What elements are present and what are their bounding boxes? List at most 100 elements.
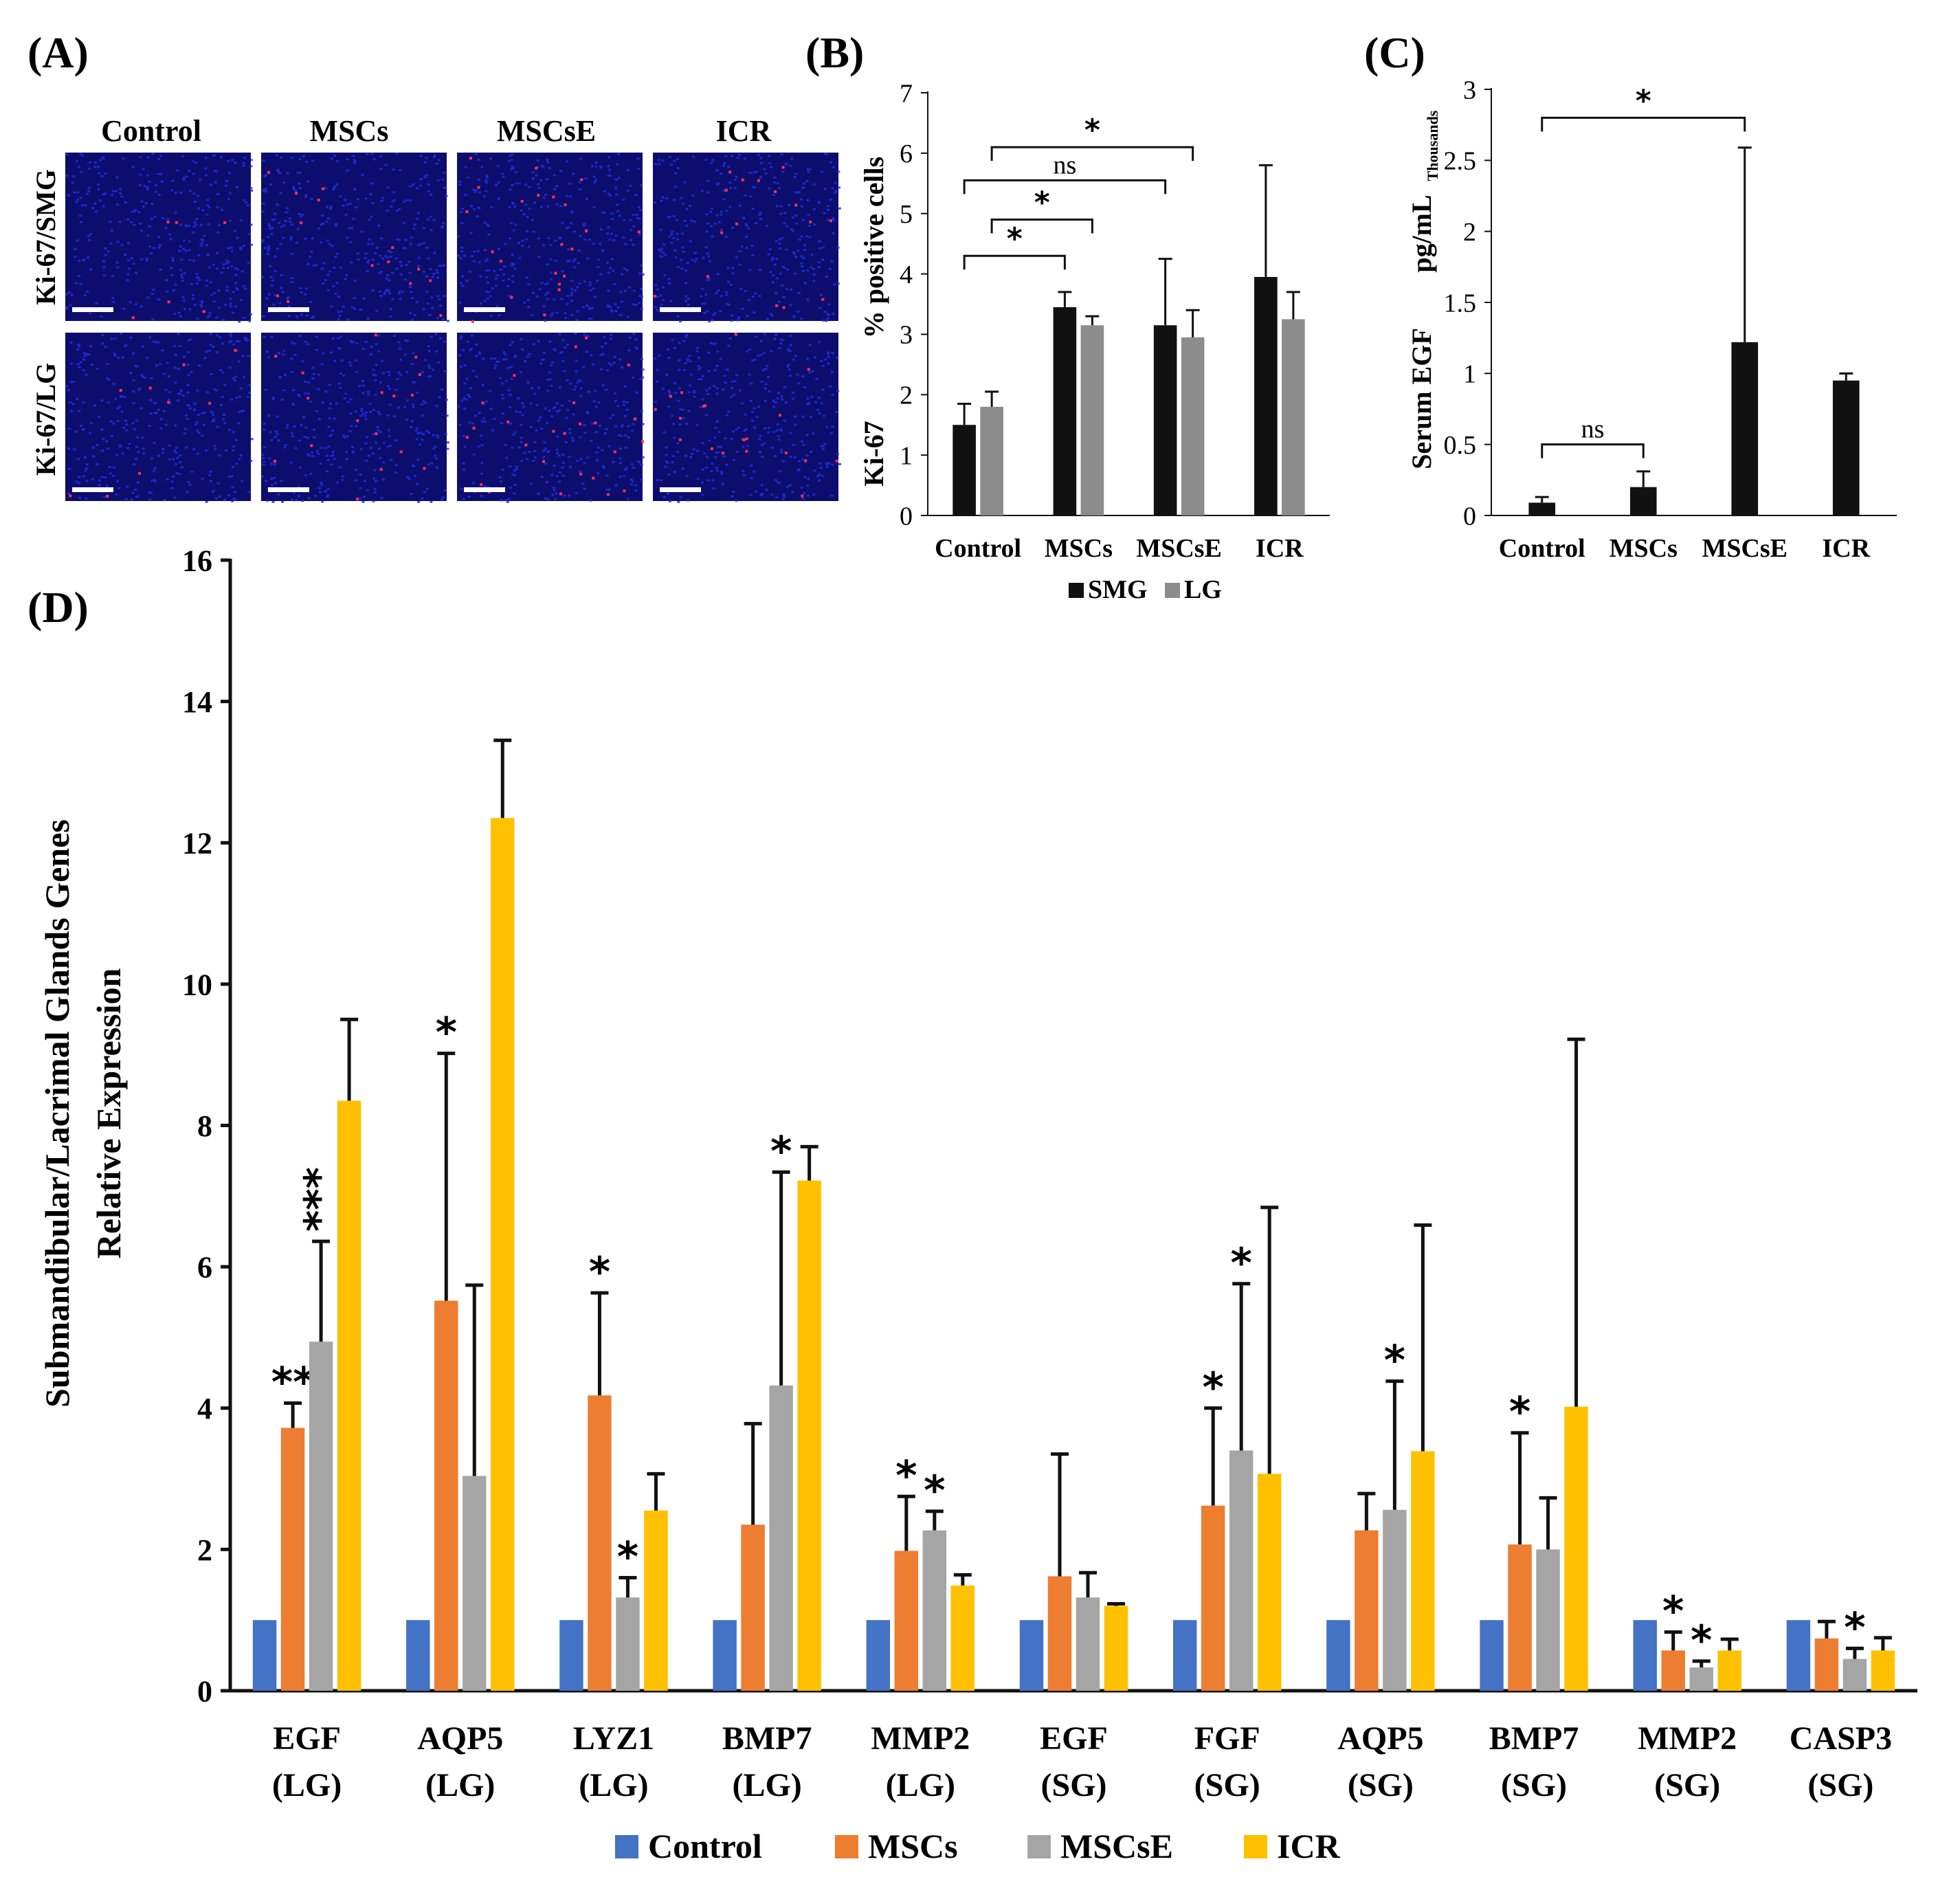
micrograph-column-title: Control	[101, 114, 201, 148]
d-significance-mark: *	[1230, 1239, 1251, 1287]
d-x-category-label: MMP2	[871, 1720, 970, 1757]
b-y-tick-label: 5	[900, 200, 913, 229]
d-bar	[463, 1476, 487, 1691]
d-significance-mark: *	[1202, 1364, 1223, 1412]
d-bar	[741, 1524, 765, 1691]
c-y-tick-label: 0.5	[1444, 431, 1477, 460]
b-bar	[1053, 307, 1077, 515]
c-y-tick-label: 3	[1463, 76, 1476, 104]
micrograph-column-title: ICR	[716, 114, 772, 148]
d-y-axis-label: Relative Expression	[89, 968, 128, 1258]
micrograph-background	[457, 333, 643, 501]
b-significance-label: *	[1084, 113, 1100, 148]
micrograph-scale-bar	[660, 487, 701, 492]
micrograph-row-title: Ki-67/SMG	[30, 169, 61, 305]
micrograph-scale-bar	[268, 307, 309, 312]
d-x-category-label: (SG)	[1194, 1767, 1260, 1803]
d-bar	[1326, 1620, 1350, 1691]
d-bar	[1047, 1576, 1072, 1691]
d-bar	[1229, 1450, 1254, 1691]
micrograph-background	[261, 333, 447, 501]
micrograph-scale-bar	[268, 487, 309, 492]
d-bar	[1717, 1650, 1741, 1691]
d-significance-mark: *	[1384, 1337, 1405, 1385]
d-significance-mark: *	[1509, 1388, 1530, 1436]
d-y-tick-label: 14	[182, 685, 212, 719]
d-x-category-label: LYZ1	[573, 1720, 654, 1757]
d-legend-label-mscse: MSCsE	[1060, 1827, 1173, 1865]
b-significance-bracket	[990, 146, 1194, 162]
d-x-category-label: (SG)	[1501, 1767, 1567, 1803]
b-significance-label: *	[1007, 221, 1023, 256]
d-legend-label-mscs: MSCs	[868, 1827, 958, 1865]
d-x-category-label: AQP5	[1337, 1720, 1423, 1757]
d-x-category-label: (SG)	[1807, 1767, 1873, 1803]
micrograph-scale-bar	[464, 307, 505, 312]
d-x-category-label: EGF	[273, 1720, 341, 1757]
d-bar	[309, 1342, 333, 1691]
c-plot-area: 0 0.5 1 1.5 2 2.5 3 Control MSCs MSCsE ICR ns *	[1444, 76, 1897, 563]
b-legend-label-smg: SMG	[1088, 575, 1148, 604]
micrograph-tile	[261, 153, 449, 322]
micrograph-background	[65, 333, 251, 501]
b-y-tick-label: 2	[900, 381, 913, 410]
d-bar	[1104, 1606, 1128, 1691]
d-significance-mark: *	[589, 1248, 610, 1296]
b-bar	[1282, 319, 1305, 515]
d-bar	[1383, 1509, 1407, 1691]
d-x-category-label: (SG)	[1041, 1767, 1107, 1803]
d-bar	[1564, 1406, 1588, 1691]
d-bar	[434, 1300, 458, 1691]
c-y-tick-label: 2	[1463, 218, 1476, 247]
b-y-tick-label: 7	[900, 79, 913, 108]
micrograph-scale-bar	[72, 487, 113, 492]
b-y-tick-label: 4	[900, 260, 913, 289]
d-significance-mark: *	[924, 1467, 945, 1515]
c-y-tick-label: 2.5	[1444, 147, 1477, 176]
d-bar	[713, 1620, 737, 1691]
c-x-category-label: MSCsE	[1702, 534, 1788, 563]
d-x-category-label: MMP2	[1638, 1720, 1737, 1757]
d-x-category-label: BMP7	[1489, 1720, 1579, 1757]
d-bar	[950, 1585, 975, 1691]
d-legend-label-control: Control	[648, 1827, 762, 1865]
panel-a-micrographs: Control MSCs MSCsE ICR Ki-67/SMG Ki-67/L…	[30, 114, 841, 503]
b-bar	[953, 425, 976, 515]
b-significance-bracket	[990, 219, 1093, 234]
c-significance-bracket	[1541, 116, 1746, 132]
micrograph-scale-bar	[72, 307, 113, 312]
d-x-category-label: (LG)	[886, 1767, 955, 1803]
d-bar	[922, 1530, 947, 1691]
d-x-category-label: EGF	[1040, 1720, 1108, 1757]
micrograph-nuclei	[261, 333, 449, 503]
b-legend-swatch-smg	[1069, 583, 1084, 598]
b-y-tick-label: 3	[900, 321, 913, 350]
c-x-category-label: ICR	[1822, 534, 1870, 563]
d-bar	[588, 1395, 612, 1691]
micrograph-row-title: Ki-67/LG	[30, 363, 61, 476]
d-bar	[1201, 1505, 1225, 1691]
b-bar	[1181, 337, 1205, 515]
d-bar	[1633, 1620, 1657, 1691]
b-x-category-label: MSCsE	[1136, 534, 1222, 563]
d-bar	[559, 1620, 583, 1691]
c-y-axis-unit: pg/mL	[1406, 195, 1437, 272]
d-bar	[1019, 1620, 1044, 1691]
d-bar	[1257, 1474, 1282, 1691]
d-y-axis-label: Submandibular/Lacrimal Glands Genes	[38, 819, 76, 1408]
micrograph-tile	[457, 153, 645, 323]
d-y-tick-label: 8	[197, 1109, 212, 1143]
panel-label-d: (D)	[27, 583, 89, 632]
d-bar	[1172, 1620, 1197, 1691]
d-bar	[1661, 1650, 1685, 1691]
b-bar	[1153, 325, 1177, 515]
d-bar	[491, 818, 515, 1691]
micrograph-tile	[65, 333, 254, 503]
b-significance-bracket	[963, 254, 1066, 270]
micrograph-scale-bar	[464, 487, 505, 492]
d-bar	[1814, 1638, 1839, 1691]
d-y-tick-label: 4	[197, 1392, 212, 1425]
b-significance-label: *	[1034, 186, 1050, 221]
b-y-axis-label: % positive cells	[858, 157, 889, 338]
